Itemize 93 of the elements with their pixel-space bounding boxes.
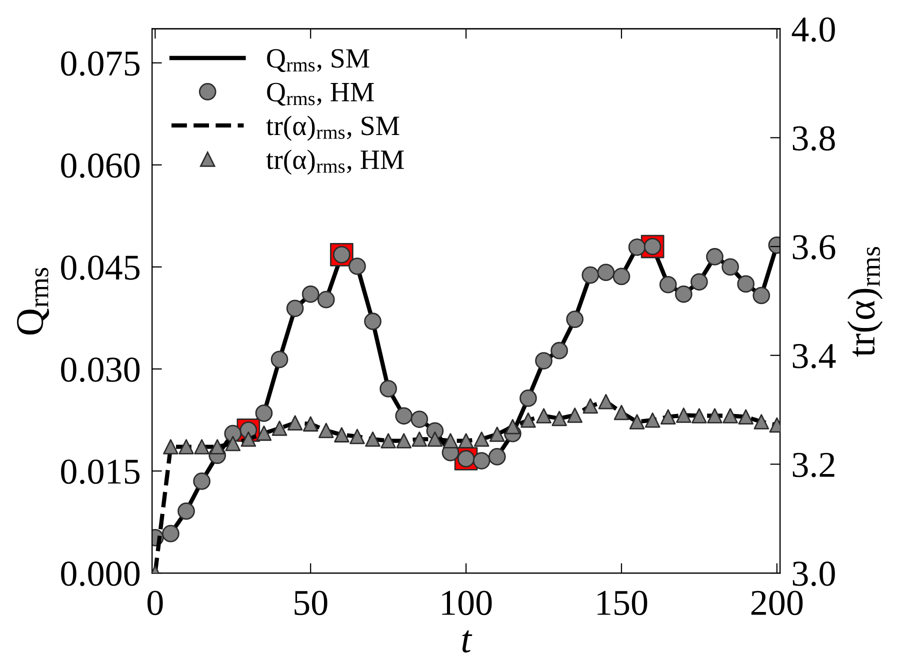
point bbox=[240, 432, 256, 447]
point bbox=[287, 415, 303, 430]
legend-label: Q$_{rms}$, SM bbox=[267, 49, 370, 72]
point bbox=[348, 258, 366, 275]
y-tick-label: 0.045 bbox=[61, 255, 140, 280]
point bbox=[614, 404, 630, 420]
point bbox=[722, 408, 738, 424]
legend-label: Q$_{rms}$, HM bbox=[267, 82, 374, 106]
point bbox=[380, 433, 396, 448]
point bbox=[364, 312, 382, 330]
x-tick-label: 150 bbox=[598, 590, 648, 616]
point bbox=[412, 432, 428, 447]
point bbox=[550, 342, 568, 360]
point bbox=[365, 432, 380, 447]
x-axis-title: t bbox=[462, 630, 472, 653]
x-tick-label: 0 bbox=[148, 590, 163, 616]
legend-label: tr(α)$_{rms}$, SM bbox=[266, 116, 400, 141]
point bbox=[317, 290, 335, 308]
point bbox=[286, 300, 304, 318]
point bbox=[255, 404, 273, 422]
y2-tick-label: 3.2 bbox=[792, 452, 834, 478]
point bbox=[674, 285, 692, 303]
point bbox=[427, 432, 443, 447]
point bbox=[644, 412, 660, 428]
point bbox=[536, 408, 552, 424]
point bbox=[707, 408, 722, 424]
point bbox=[178, 502, 195, 520]
point bbox=[474, 432, 490, 447]
point bbox=[270, 350, 288, 368]
point bbox=[489, 426, 505, 442]
point bbox=[410, 410, 428, 428]
point bbox=[210, 439, 225, 454]
y2-tick-label: 4.0 bbox=[792, 17, 835, 42]
point bbox=[722, 258, 739, 276]
y-tick-label: 0.030 bbox=[61, 357, 140, 382]
point bbox=[738, 409, 754, 424]
point bbox=[395, 407, 413, 425]
y2-tick-label: 3.4 bbox=[792, 344, 836, 368]
point bbox=[472, 452, 490, 470]
point bbox=[458, 433, 474, 448]
point bbox=[442, 433, 458, 448]
point bbox=[597, 264, 615, 282]
point bbox=[334, 427, 350, 442]
point bbox=[256, 426, 272, 441]
point bbox=[628, 238, 646, 256]
point bbox=[582, 266, 600, 284]
point bbox=[505, 419, 520, 434]
point bbox=[612, 268, 630, 286]
point bbox=[567, 408, 582, 423]
y2-tick-label: 3.0 bbox=[792, 562, 835, 586]
point bbox=[752, 286, 770, 304]
point bbox=[194, 439, 210, 454]
x-tick-label: 200 bbox=[751, 590, 803, 616]
point bbox=[690, 273, 708, 291]
x-tick-label: 50 bbox=[294, 590, 328, 616]
y-tick-label: 0.015 bbox=[61, 460, 140, 484]
point bbox=[659, 276, 677, 294]
y-tick-label: 0.060 bbox=[61, 153, 140, 178]
point bbox=[552, 410, 567, 426]
point bbox=[488, 448, 506, 466]
point bbox=[535, 352, 552, 370]
point bbox=[582, 398, 598, 414]
point bbox=[520, 390, 537, 407]
point bbox=[692, 408, 707, 424]
point bbox=[566, 310, 584, 328]
y2-tick-label: 3.8 bbox=[792, 126, 835, 151]
point bbox=[350, 428, 365, 444]
point bbox=[178, 439, 194, 454]
x-tick-label: 100 bbox=[442, 590, 492, 616]
y-tick-label: 0.075 bbox=[61, 51, 140, 76]
point bbox=[629, 414, 645, 430]
point bbox=[380, 380, 397, 398]
point bbox=[302, 285, 320, 303]
point bbox=[163, 439, 178, 454]
legend-label: tr(α)$_{rms}$, HM bbox=[266, 150, 404, 175]
point bbox=[676, 408, 692, 423]
point bbox=[396, 433, 412, 448]
point bbox=[598, 394, 614, 410]
y-axis-title: Q$_{rms}$ bbox=[17, 268, 50, 335]
point bbox=[272, 420, 288, 436]
point bbox=[706, 248, 724, 266]
point bbox=[520, 412, 536, 428]
point bbox=[193, 472, 210, 490]
point bbox=[754, 414, 770, 430]
point bbox=[737, 275, 755, 293]
point bbox=[302, 416, 318, 432]
point bbox=[660, 409, 676, 424]
point bbox=[225, 436, 241, 452]
y2-tick-label: 3.6 bbox=[792, 235, 836, 260]
point bbox=[162, 524, 180, 542]
point bbox=[318, 422, 334, 438]
y2-axis-title: tr(α)$_{rms}$ bbox=[847, 246, 883, 357]
y-tick-label: 0.000 bbox=[61, 562, 140, 586]
